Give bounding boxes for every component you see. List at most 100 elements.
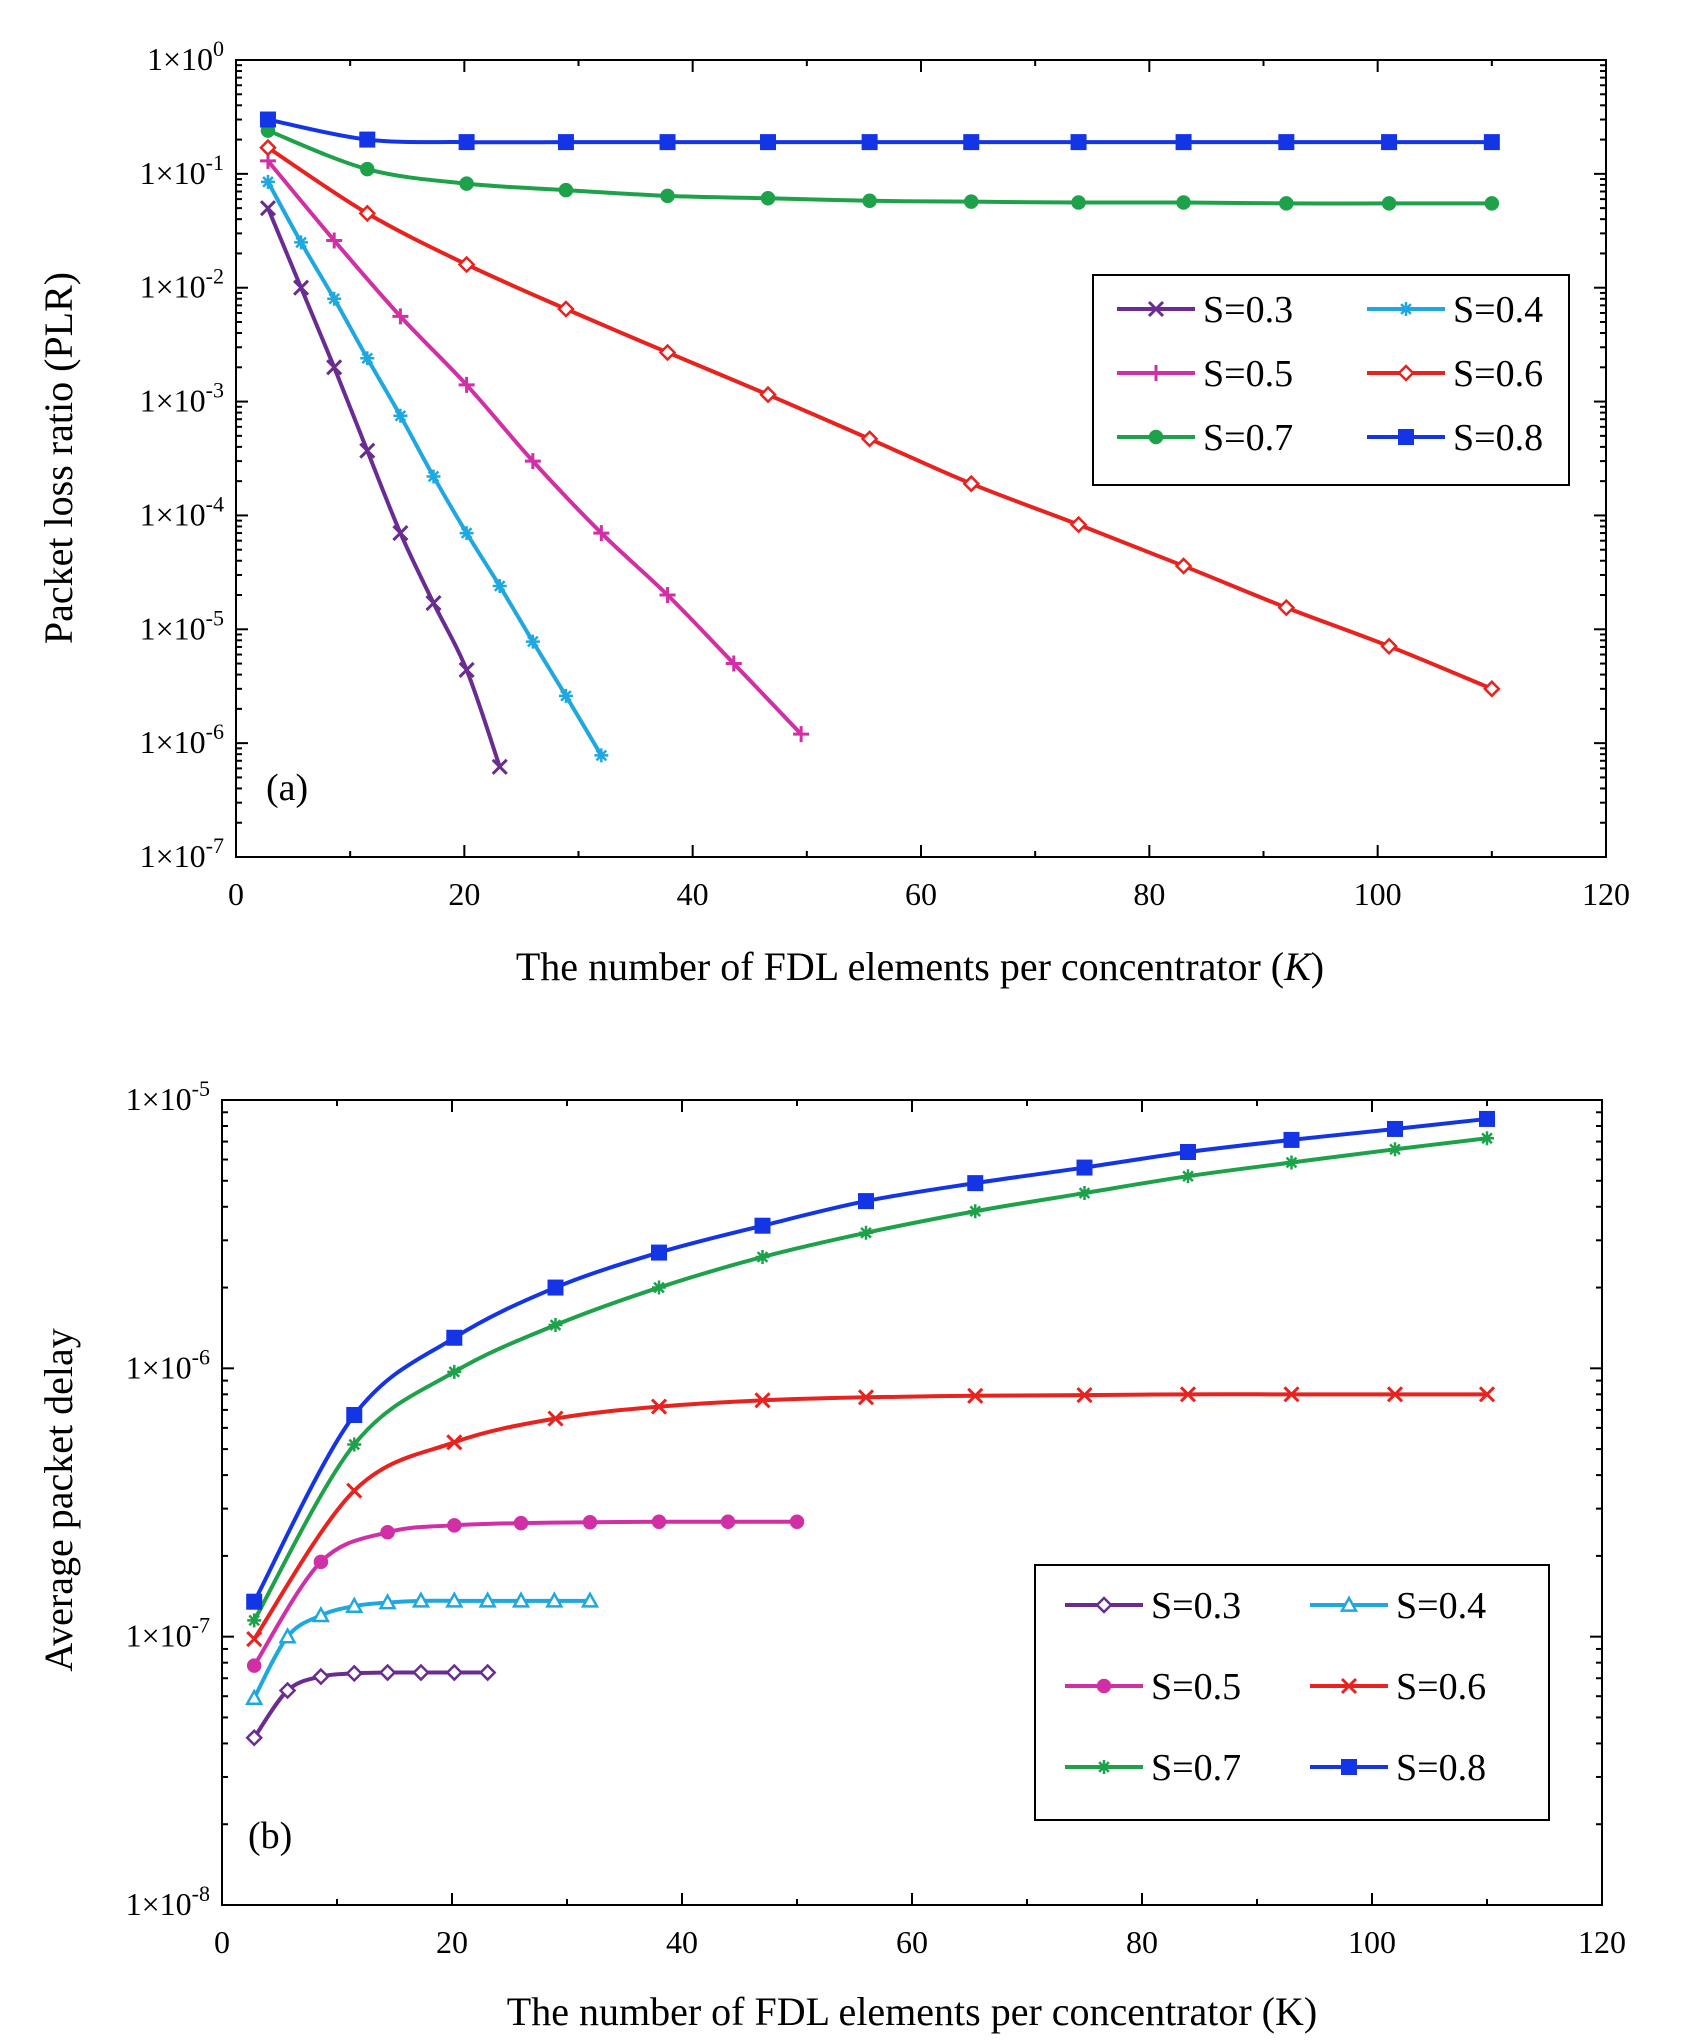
- series-S-0_8: [259, 111, 1500, 151]
- x-axis-title-a-suffix: ): [1311, 944, 1324, 989]
- legend-swatch-marker: [1341, 1759, 1357, 1775]
- x-tick-label: 20: [448, 876, 480, 912]
- data-point: [259, 111, 276, 128]
- data-point: [968, 1204, 983, 1219]
- data-point: [447, 1518, 462, 1533]
- legend-label: S=0.3: [1151, 1585, 1241, 1627]
- series-S-0_5: [259, 152, 810, 743]
- data-point: [378, 1592, 397, 1610]
- y-tick-label-exponent: -5: [206, 605, 224, 630]
- legend-item: S=0.3: [1117, 289, 1293, 331]
- data-point: [594, 748, 609, 763]
- series-S-0_8: [246, 1110, 1495, 1610]
- data-point: [513, 1515, 529, 1531]
- data-point: [725, 655, 742, 672]
- data-point: [511, 1591, 531, 1608]
- data-point: [260, 174, 275, 189]
- series-line: [266, 180, 604, 757]
- legend-swatch-marker: [1397, 364, 1415, 382]
- data-point: [524, 453, 541, 470]
- data-point: [246, 1658, 262, 1673]
- data-point: [1484, 196, 1500, 211]
- data-point: [1380, 637, 1398, 655]
- data-point: [247, 1613, 262, 1628]
- data-point: [858, 1193, 874, 1210]
- data-point: [326, 232, 343, 249]
- legend-swatch-marker: [1148, 365, 1164, 381]
- y-tick-label-base: 1×10: [140, 269, 206, 305]
- data-point: [1179, 1386, 1197, 1403]
- legend-swatch-marker: [1398, 429, 1414, 445]
- data-point: [859, 1225, 873, 1240]
- data-point: [446, 1329, 463, 1346]
- legend-label: S=0.6: [1453, 353, 1543, 395]
- legend-item: S=0.4: [1310, 1585, 1486, 1627]
- data-point: [392, 308, 409, 325]
- series-layer-a: [259, 111, 1501, 775]
- y-tick-label: 1×10-3: [140, 378, 224, 419]
- legend-label: S=0.4: [1453, 289, 1543, 331]
- data-point: [380, 1524, 395, 1540]
- legend-swatch-marker: [1095, 1596, 1113, 1614]
- panel-label-b: (b): [248, 1815, 292, 1857]
- series-line: [252, 1392, 1487, 1641]
- data-point: [313, 1554, 329, 1570]
- data-point: [557, 300, 575, 318]
- y-axis-title-a: Packet loss ratio (PLR): [36, 272, 81, 644]
- data-point: [1483, 134, 1500, 151]
- data-point: [558, 182, 574, 198]
- series-S-0_6: [259, 138, 1501, 698]
- data-point: [459, 176, 474, 191]
- series-layer-b: [245, 1110, 1496, 1747]
- y-tick-label: 1×10-8: [126, 1881, 210, 1922]
- legend-item: S=0.3: [1065, 1585, 1241, 1627]
- data-point: [659, 134, 676, 151]
- data-point: [326, 359, 343, 376]
- legend-item: S=0.6: [1367, 353, 1543, 395]
- x-tick-label: 80: [1126, 1924, 1158, 1960]
- y-tick-label: 1×10-1: [140, 150, 224, 191]
- y-tick-label-base: 1×10: [126, 1886, 192, 1922]
- y-tick-label-exponent: -8: [192, 1881, 210, 1906]
- series-S-0_7: [247, 1131, 1494, 1628]
- legend-item: S=0.8: [1367, 417, 1543, 459]
- legend-item: S=0.6: [1310, 1666, 1486, 1708]
- y-tick-label-exponent: -2: [206, 264, 224, 289]
- data-point: [1388, 1142, 1402, 1157]
- data-point: [525, 634, 540, 649]
- data-point: [278, 1627, 297, 1644]
- data-point: [963, 194, 979, 209]
- data-point: [962, 474, 981, 493]
- y-tick-label: 1×10-7: [126, 1613, 210, 1654]
- y-tick-label-exponent: -3: [206, 378, 224, 403]
- data-point: [1076, 1387, 1093, 1404]
- y-tick-label: 1×10-6: [126, 1344, 210, 1385]
- legend-label: S=0.5: [1151, 1666, 1241, 1708]
- x-tick-label: 0: [228, 876, 244, 912]
- data-point: [347, 1437, 362, 1452]
- data-point: [967, 1387, 984, 1404]
- data-point: [259, 138, 277, 157]
- data-point: [967, 1175, 984, 1192]
- data-point: [651, 1514, 667, 1530]
- data-point: [1279, 196, 1294, 211]
- series-S-0_3: [259, 200, 508, 775]
- data-point: [426, 469, 441, 484]
- x-axis-a: 0 20 40 60 80 100 120: [228, 60, 1630, 912]
- data-point: [759, 385, 777, 404]
- series-S-0_5: [246, 1514, 805, 1673]
- series-line: [252, 1519, 797, 1667]
- series-S-0_4: [245, 1591, 600, 1705]
- y-tick-label-base: 1×10: [147, 41, 213, 77]
- data-point: [558, 688, 573, 703]
- data-point: [659, 587, 676, 604]
- data-point: [359, 131, 376, 148]
- series-line: [252, 1116, 1488, 1603]
- legend-label: S=0.8: [1396, 1747, 1486, 1789]
- data-point: [446, 1434, 463, 1451]
- chart-panel-b: 1×10-51×10-61×10-71×10-8 0 20 40 60 80 100 120…: [36, 1076, 1626, 2034]
- legend-swatch-marker: [1097, 1760, 1111, 1774]
- data-point: [392, 525, 409, 542]
- data-point: [1076, 1159, 1093, 1176]
